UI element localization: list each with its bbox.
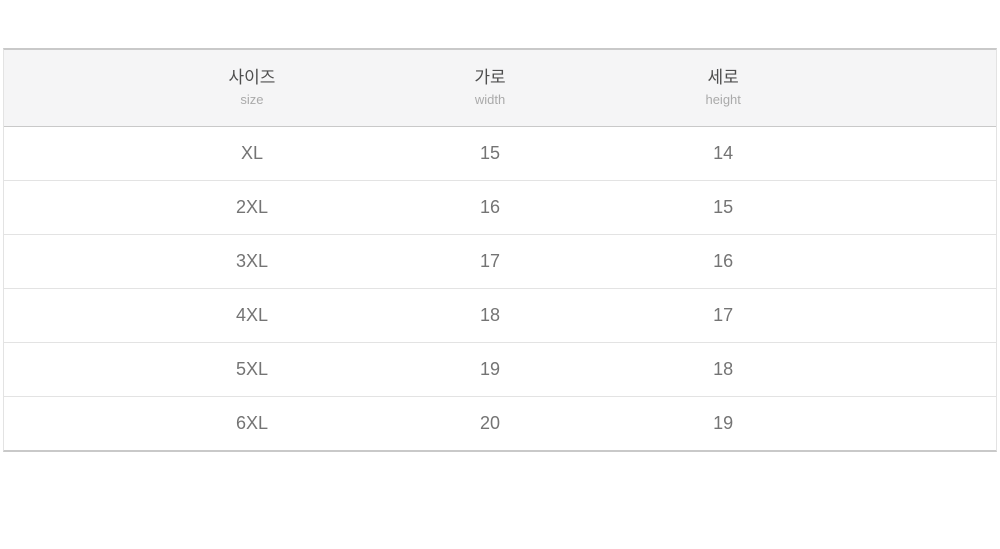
cell-size: 6XL: [235, 413, 268, 433]
column-header-size-sublabel: size: [240, 92, 264, 107]
cell-width: 18: [480, 305, 501, 325]
table-row-xl: XL 15 14: [4, 127, 996, 181]
cell-height: 17: [713, 305, 734, 325]
column-header-width-label: 가로: [474, 68, 506, 87]
cell-size: 5XL: [235, 359, 268, 379]
table-row-4xl: 4XL 18 17: [4, 289, 996, 343]
table-row-2xl: 2XL 16 15: [4, 181, 996, 235]
column-header-width: 가로 width: [371, 67, 609, 109]
cell-height: 14: [713, 143, 734, 163]
cell-size: XL: [240, 143, 263, 163]
size-chart-header-row: 사이즈 size 가로 width 세로 height: [4, 50, 996, 127]
cell-size: 2XL: [235, 197, 268, 217]
cell-width: 17: [480, 251, 501, 271]
table-row-6xl: 6XL 20 19: [4, 397, 996, 450]
cell-height: 15: [713, 197, 734, 217]
cell-width: 20: [480, 413, 501, 433]
cell-width: 19: [480, 359, 501, 379]
cell-height: 19: [713, 413, 734, 433]
cell-width: 16: [480, 197, 501, 217]
cell-height: 16: [713, 251, 734, 271]
column-header-size: 사이즈 size: [133, 67, 371, 109]
table-row-3xl: 3XL 17 16: [4, 235, 996, 289]
table-row-5xl: 5XL 19 18: [4, 343, 996, 397]
column-header-size-label: 사이즈: [228, 68, 276, 87]
size-chart-table: 사이즈 size 가로 width 세로 height XL 15 14 2XL…: [3, 48, 997, 452]
column-header-width-sublabel: width: [474, 92, 506, 107]
cell-height: 18: [713, 359, 734, 379]
column-header-height: 세로 height: [609, 67, 837, 109]
cell-size: 3XL: [235, 251, 268, 271]
cell-size: 4XL: [235, 305, 268, 325]
column-header-height-label: 세로: [707, 68, 739, 87]
column-header-height-sublabel: height: [705, 92, 741, 107]
cell-width: 15: [480, 143, 501, 163]
